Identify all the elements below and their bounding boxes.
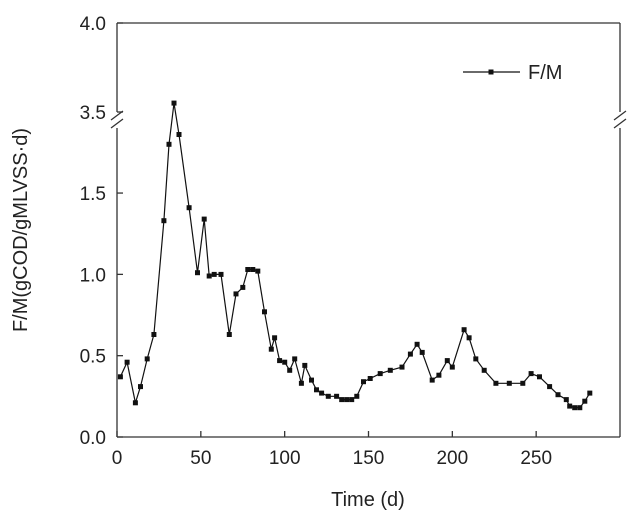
data-point bbox=[577, 405, 583, 411]
data-point bbox=[367, 376, 373, 381]
y-tick-label: 0.0 bbox=[80, 428, 106, 449]
y-tick-label: 1.5 bbox=[80, 184, 106, 205]
x-tick-label: 150 bbox=[353, 448, 385, 469]
data-point bbox=[233, 291, 239, 297]
data-point bbox=[582, 398, 588, 404]
data-point bbox=[262, 309, 267, 315]
data-point bbox=[429, 377, 435, 383]
data-point bbox=[444, 358, 450, 364]
data-point bbox=[272, 335, 278, 341]
data-point bbox=[195, 270, 200, 276]
data-point bbox=[211, 271, 217, 277]
data-point bbox=[124, 359, 130, 365]
data-point bbox=[161, 218, 167, 224]
data-point bbox=[481, 367, 487, 373]
y-tick-label: 0.5 bbox=[80, 347, 106, 368]
right-break-mark bbox=[613, 110, 627, 129]
data-point bbox=[572, 405, 578, 411]
x-tick-label: 250 bbox=[520, 448, 552, 469]
data-point bbox=[493, 380, 499, 386]
data-point bbox=[201, 216, 207, 222]
x-tick-label: 200 bbox=[436, 448, 468, 469]
data-point bbox=[473, 356, 479, 362]
data-point bbox=[218, 271, 224, 277]
data-point bbox=[547, 384, 553, 390]
data-point bbox=[349, 397, 355, 403]
x-tick-label: 100 bbox=[269, 448, 301, 469]
data-point bbox=[414, 341, 420, 347]
data-point bbox=[537, 374, 542, 380]
data-point bbox=[361, 379, 366, 385]
data-point bbox=[171, 100, 177, 106]
data-point bbox=[240, 284, 246, 290]
y-tick-label: 4.0 bbox=[80, 14, 106, 35]
data-point bbox=[132, 400, 138, 406]
legend-marker bbox=[488, 69, 494, 75]
data-point bbox=[226, 332, 232, 337]
legend-label: F/M bbox=[528, 62, 562, 84]
data-point bbox=[282, 359, 288, 365]
data-point bbox=[250, 267, 256, 272]
y-tick-label: 1.0 bbox=[80, 265, 106, 286]
x-axis-title: Time (d) bbox=[331, 489, 405, 511]
data-point bbox=[555, 392, 561, 398]
series-group bbox=[117, 100, 593, 411]
data-point bbox=[319, 390, 325, 396]
x-tick-label: 50 bbox=[190, 448, 211, 469]
data-point bbox=[339, 397, 345, 403]
legend: F/M bbox=[463, 62, 562, 84]
data-point bbox=[245, 267, 251, 272]
data-point bbox=[298, 380, 304, 386]
y-axis-title: F/M(gCOD/gMLVSS·d) bbox=[10, 128, 32, 332]
y-tick-label: 3.5 bbox=[80, 103, 106, 124]
data-point bbox=[176, 132, 182, 137]
x-tick-label: 0 bbox=[112, 448, 123, 469]
data-point bbox=[314, 387, 319, 393]
data-point bbox=[166, 141, 172, 147]
data-point bbox=[354, 393, 360, 399]
data-point bbox=[292, 356, 298, 362]
data-point bbox=[325, 393, 331, 399]
data-point bbox=[186, 205, 192, 211]
data-point bbox=[466, 335, 472, 341]
data-point bbox=[302, 362, 308, 368]
data-point bbox=[436, 372, 442, 378]
data-point bbox=[387, 367, 393, 373]
data-point bbox=[206, 273, 212, 279]
data-point bbox=[528, 371, 534, 377]
data-point bbox=[151, 332, 157, 337]
data-point bbox=[520, 380, 526, 386]
data-point bbox=[334, 393, 340, 399]
data-point bbox=[309, 377, 314, 383]
data-point bbox=[419, 349, 425, 355]
data-point bbox=[117, 374, 123, 380]
data-point bbox=[563, 397, 569, 403]
data-point bbox=[138, 384, 143, 390]
x-axis-ticks: 0 50 100 150 200 250 bbox=[112, 431, 552, 469]
data-point bbox=[377, 371, 383, 377]
data-point bbox=[255, 268, 261, 274]
data-point bbox=[407, 351, 413, 357]
data-point bbox=[461, 327, 467, 333]
data-point bbox=[506, 380, 512, 386]
data-point bbox=[277, 358, 283, 364]
data-point bbox=[449, 364, 455, 370]
data-point bbox=[144, 356, 150, 362]
data-point bbox=[268, 346, 274, 352]
data-point bbox=[567, 403, 573, 409]
data-point bbox=[399, 364, 405, 370]
data-point bbox=[287, 367, 293, 373]
data-point bbox=[344, 397, 350, 403]
data-point bbox=[587, 390, 593, 396]
y-axis-ticks: 0.0 0.5 1.0 1.5 3.5 4.0 bbox=[80, 14, 123, 449]
